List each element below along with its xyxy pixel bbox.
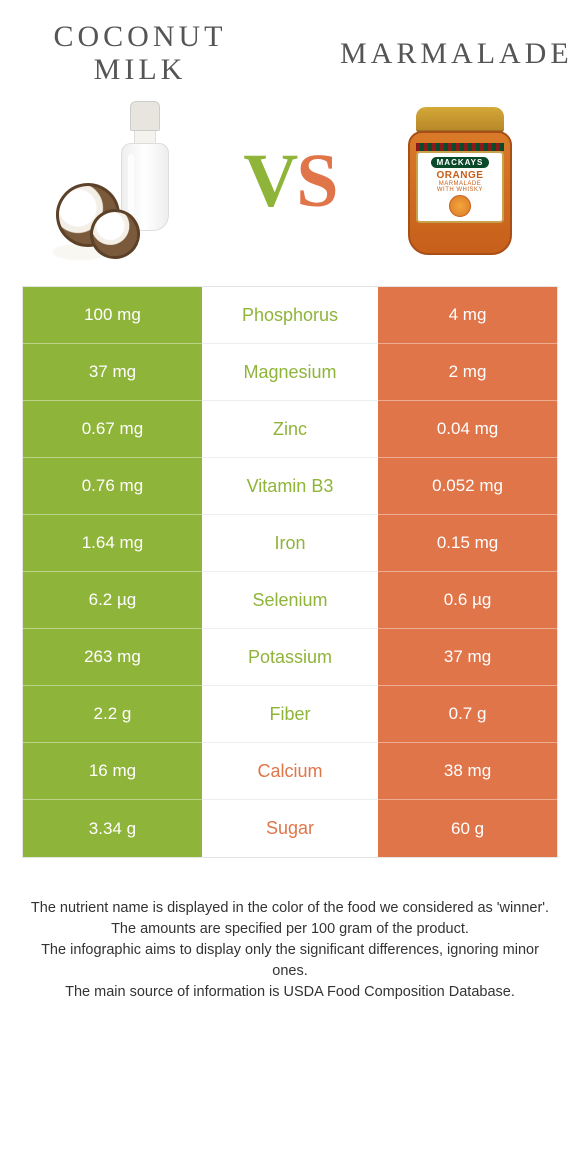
nutrient-name: Selenium [202,572,378,629]
table-row: 0.67 mgZinc0.04 mg [23,401,557,458]
right-value: 4 mg [378,287,557,344]
table-row: 6.2 µgSelenium0.6 µg [23,572,557,629]
right-value: 2 mg [378,344,557,401]
left-value: 0.76 mg [23,458,202,515]
table-row: 1.64 mgIron0.15 mg [23,515,557,572]
vs-v: V [243,139,296,223]
coconut-milk-image [50,101,190,261]
right-value: 0.15 mg [378,515,557,572]
table-row: 263 mgPotassium37 mg [23,629,557,686]
left-value: 6.2 µg [23,572,202,629]
left-value: 2.2 g [23,686,202,743]
nutrient-name: Potassium [202,629,378,686]
table-row: 2.2 gFiber0.7 g [23,686,557,743]
jar-product-name: ORANGE [437,170,484,181]
marmalade-image: MACKAYS ORANGE MARMALADE WITH WHISKY [390,101,530,261]
nutrient-name: Vitamin B3 [202,458,378,515]
left-value: 100 mg [23,287,202,344]
nutrient-name: Magnesium [202,344,378,401]
table-row: 0.76 mgVitamin B30.052 mg [23,458,557,515]
right-value: 0.04 mg [378,401,557,458]
nutrient-name: Zinc [202,401,378,458]
left-food-title: Coconut milk [40,20,240,86]
footer-line-4: The main source of information is USDA F… [30,982,550,1003]
left-value: 263 mg [23,629,202,686]
table-row: 16 mgCalcium38 mg [23,743,557,800]
left-value: 1.64 mg [23,515,202,572]
nutrient-name: Calcium [202,743,378,800]
left-value: 37 mg [23,344,202,401]
nutrient-name: Fiber [202,686,378,743]
table-row: 3.34 gSugar60 g [23,800,557,857]
left-value: 16 mg [23,743,202,800]
vs-s: S [296,139,336,223]
right-food-title: Marmalade [340,37,540,70]
left-value: 0.67 mg [23,401,202,458]
nutrient-name: Sugar [202,800,378,857]
jar-sub2: WITH WHISKY [437,187,483,193]
footer-line-1: The nutrient name is displayed in the co… [30,898,550,919]
right-value: 60 g [378,800,557,857]
footer-line-3: The infographic aims to display only the… [30,940,550,982]
table-row: 37 mgMagnesium2 mg [23,344,557,401]
footer-notes: The nutrient name is displayed in the co… [0,858,580,1003]
vs-label: VS [243,138,336,225]
left-value: 3.34 g [23,800,202,857]
jar-brand: MACKAYS [431,157,490,168]
right-value: 37 mg [378,629,557,686]
right-value: 38 mg [378,743,557,800]
orange-icon [449,195,471,217]
table-row: 100 mgPhosphorus4 mg [23,287,557,344]
footer-line-2: The amounts are specified per 100 gram o… [30,919,550,940]
right-value: 0.052 mg [378,458,557,515]
nutrient-name: Phosphorus [202,287,378,344]
right-value: 0.7 g [378,686,557,743]
right-value: 0.6 µg [378,572,557,629]
comparison-table: 100 mgPhosphorus4 mg37 mgMagnesium2 mg0.… [22,286,558,858]
nutrient-name: Iron [202,515,378,572]
